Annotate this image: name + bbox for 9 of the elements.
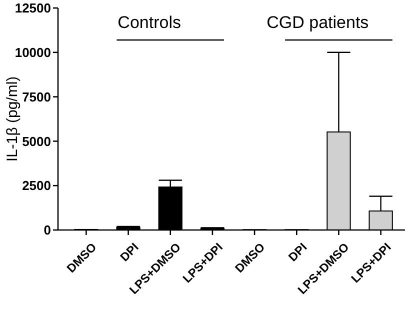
y-tick-label: 0 bbox=[44, 222, 51, 238]
y-tick-label: 5000 bbox=[22, 134, 51, 149]
y-tick-label: 2500 bbox=[22, 178, 51, 194]
y-tick-label: 7500 bbox=[22, 89, 51, 104]
annotation: CGD patients bbox=[266, 13, 369, 32]
y-axis-title: IL-1β (pg/ml) bbox=[4, 76, 21, 162]
y-tick-label: 10000 bbox=[14, 44, 51, 60]
annotation: Controls bbox=[118, 13, 181, 32]
y-tick-label: 12500 bbox=[14, 0, 51, 16]
